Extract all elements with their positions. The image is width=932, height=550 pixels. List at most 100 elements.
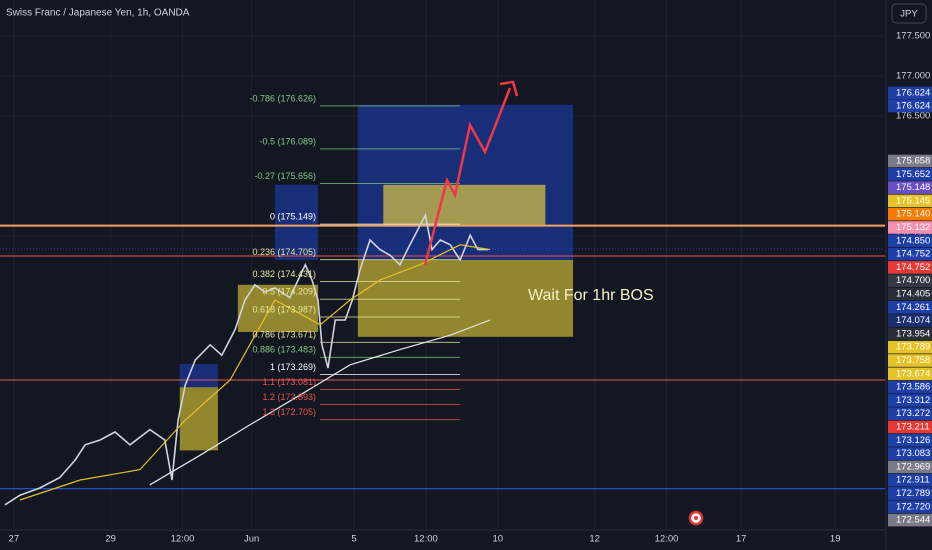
price-label-box (888, 261, 932, 274)
price-label: 172.911 (896, 475, 930, 486)
price-label: 173.211 (896, 422, 930, 433)
price-label-box (888, 407, 932, 420)
x-tick-label: 19 (830, 534, 841, 545)
chart-title: Swiss Franc / Japanese Yen, 1h, OANDA (6, 8, 190, 19)
series-line (149, 319, 491, 486)
y-tick-label: 177.500 (896, 31, 930, 42)
price-label-box (888, 168, 932, 181)
fib-label: 1 (173.269) (270, 362, 316, 372)
price-label: 173.789 (896, 342, 930, 353)
price-label: 173.758 (896, 355, 930, 366)
x-tick-label: 17 (736, 534, 747, 545)
price-label-box (888, 500, 932, 514)
fib-label: 0.618 (173.987) (252, 304, 316, 314)
price-label-box (888, 327, 932, 341)
fib-label: -0.5 (176.089) (259, 136, 316, 146)
price-label: 172.544 (896, 515, 930, 526)
price-label-box (888, 447, 932, 460)
price-label: 175.145 (896, 195, 930, 206)
price-label-box (888, 99, 932, 113)
price-label: 173.586 (896, 382, 930, 393)
zone (383, 184, 546, 225)
price-label-box (888, 460, 932, 474)
arrow-head (499, 80, 519, 97)
fib-label: 0.236 (174.705) (252, 247, 316, 257)
y-tick-label: 177.000 (896, 71, 930, 82)
fib-label: 0.382 (174.431) (252, 269, 316, 279)
x-tick-label: 12:00 (414, 534, 438, 545)
fib-label: 1.3 (172.705) (262, 407, 316, 417)
price-label: 172.720 (896, 501, 930, 512)
price-label: 173.312 (896, 395, 930, 406)
price-label: 173.954 (896, 328, 930, 339)
fib-label: -0.27 (175.656) (254, 171, 316, 181)
price-label-box (888, 207, 932, 221)
price-label: 175.132 (896, 222, 930, 233)
price-label: 174.752 (896, 262, 930, 273)
price-label: 175.140 (896, 209, 930, 220)
price-label: 173.674 (896, 368, 930, 379)
x-tick-label: Jun (244, 534, 259, 545)
price-label-box (888, 367, 932, 381)
annotation: Wait For 1hr BOS (528, 287, 654, 304)
price-label-box (888, 513, 932, 527)
price-label-box (888, 394, 932, 407)
zone (357, 104, 574, 260)
price-label: 174.752 (896, 249, 930, 260)
zone (179, 364, 218, 388)
price-label: 172.969 (896, 461, 930, 472)
price-label: 175.148 (896, 182, 930, 193)
price-label: 174.074 (896, 315, 930, 326)
price-label-box (888, 420, 932, 434)
fib-label: 0.5 (174.209) (262, 287, 316, 297)
price-label-box (888, 354, 932, 367)
price-label-box (888, 154, 932, 168)
projection-arrow (423, 87, 512, 266)
price-label-box (888, 287, 932, 301)
price-label: 174.700 (896, 275, 930, 286)
x-tick-label: 12:00 (171, 534, 195, 545)
price-label-box (888, 181, 932, 194)
fib-label: 0.886 (173.483) (252, 345, 316, 355)
price-label-box (888, 301, 932, 314)
fib-label: -0.786 (176.626) (249, 93, 316, 103)
price-label: 174.261 (896, 302, 930, 313)
fib-label: 0.786 (173.671) (252, 330, 316, 340)
price-label-box (888, 247, 932, 261)
zone (237, 284, 319, 332)
price-label: 176.624 (896, 88, 930, 99)
price-label: 175.652 (896, 169, 930, 180)
x-tick-label: 10 (493, 534, 504, 545)
price-label: 175.658 (896, 156, 930, 167)
price-label-box (888, 473, 932, 487)
x-tick-label: 29 (105, 534, 116, 545)
fib-label: 1.2 (172.893) (262, 392, 316, 402)
currency-button[interactable] (891, 3, 927, 24)
price-label: 174.850 (896, 235, 930, 246)
price-label-box (888, 234, 932, 248)
price-label-box (888, 340, 932, 354)
zone (357, 260, 574, 337)
price-label-box (888, 274, 932, 287)
x-tick-label: 12 (589, 534, 600, 545)
price-label-box (888, 434, 932, 447)
series-line (4, 212, 488, 506)
price-label-box (888, 487, 932, 500)
event-icon-dot (694, 516, 698, 520)
price-label-box (888, 221, 932, 234)
currency[interactable]: JPY (900, 9, 918, 20)
fib-label: 1.1 (173.081) (262, 377, 316, 387)
price-label-box (888, 86, 932, 100)
x-tick-label: 12:00 (655, 534, 679, 545)
price-label-box (888, 194, 932, 208)
price-label-box (888, 380, 932, 394)
x-tick-label: 5 (351, 534, 356, 545)
y-tick-label: 176.500 (896, 111, 930, 122)
price-label: 174.405 (896, 289, 930, 300)
price-label: 172.789 (896, 488, 930, 499)
x-tick-label: 27 (9, 534, 20, 545)
price-label: 173.272 (896, 408, 930, 419)
price-label: 173.083 (896, 448, 930, 459)
fib-label: 0 (175.149) (270, 211, 316, 221)
